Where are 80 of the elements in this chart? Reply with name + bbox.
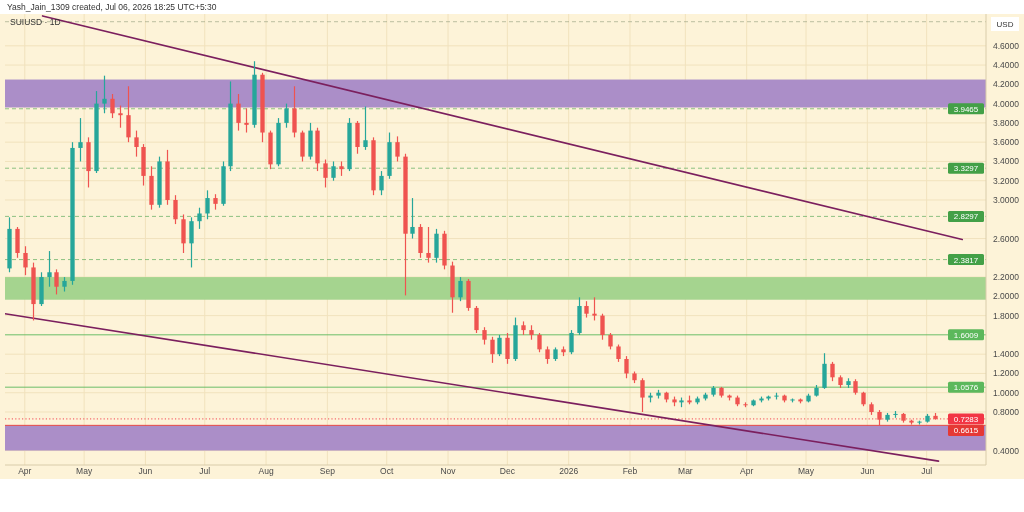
y-tick-label: 3.2000 — [993, 175, 1020, 186]
x-tick-label: Oct — [380, 465, 394, 476]
ref-line-label: 1.6009 — [953, 330, 979, 340]
ref-line-label: 1.0576 — [953, 383, 979, 393]
y-tick-label: 4.2000 — [993, 79, 1020, 90]
candlestick — [624, 355, 629, 379]
candlestick — [323, 158, 328, 189]
ref-line-label: 0.6615 — [953, 426, 979, 436]
candlestick — [102, 75, 107, 114]
candlestick — [830, 361, 835, 382]
y-tick-label: 4.6000 — [993, 40, 1020, 51]
candlestick — [569, 329, 574, 355]
candlestick — [505, 332, 510, 365]
x-tick-label: Apr — [740, 465, 754, 476]
candlestick — [118, 104, 123, 129]
candlestick — [490, 336, 495, 364]
x-tick-label: Mar — [678, 465, 693, 476]
y-tick-label: 1.8000 — [993, 310, 1020, 321]
ref-line-label: 3.3297 — [953, 164, 979, 174]
candlestick — [236, 93, 241, 132]
x-tick-label: Aug — [258, 465, 274, 476]
candlestick — [592, 296, 597, 322]
candlestick — [331, 160, 336, 182]
candlestick — [126, 85, 131, 143]
y-tick-label: 4.0000 — [993, 98, 1020, 109]
y-tick-label: 2.0000 — [993, 291, 1020, 302]
y-tick-label: 0.4000 — [993, 445, 1020, 456]
x-tick-label: Jul — [921, 465, 933, 476]
x-tick-label: Nov — [440, 465, 457, 476]
ref-line-label: 2.8297 — [953, 212, 979, 222]
x-tick-label: Jun — [138, 465, 153, 476]
candlestick — [474, 305, 479, 334]
ref-line-label: 0.7283 — [953, 414, 979, 424]
x-tick-label: Jun — [860, 465, 875, 476]
x-tick-label: Apr — [18, 465, 32, 476]
chart-title: SUIUSD · 1D — [10, 17, 61, 27]
y-tick-label: 3.8000 — [993, 117, 1020, 128]
text: Yash_Jain_1309 created, Jul 06, 2026 18:25 UTC+5:30 — [7, 2, 217, 12]
x-tick-label: 2026 — [559, 465, 579, 476]
ref-line-label: 3.9465 — [953, 104, 979, 114]
candlestick — [363, 105, 368, 151]
y-tick-label: 1.0000 — [993, 387, 1020, 398]
y-tick-label: 1.4000 — [993, 349, 1020, 360]
candlestick — [640, 377, 645, 413]
x-tick-label: May — [797, 465, 815, 476]
candlestick — [197, 207, 202, 230]
candlestick — [54, 268, 59, 296]
y-tick-label: 3.6000 — [993, 137, 1020, 148]
candlestick — [23, 245, 28, 276]
candlestick — [497, 334, 502, 357]
candlestick — [395, 135, 400, 163]
candlestick — [458, 276, 463, 302]
y-tick-label: 2.2000 — [993, 272, 1020, 283]
candlestick — [244, 107, 249, 134]
candlestick — [189, 216, 194, 269]
candlestick — [110, 93, 115, 119]
x-tick-label: May — [76, 465, 93, 476]
candlestick — [134, 130, 139, 158]
y-tick-label: 3.0000 — [993, 194, 1020, 205]
ref-line-label: 2.3817 — [953, 255, 979, 265]
candlestick — [78, 117, 83, 163]
y-tick-label: 0.8000 — [993, 407, 1020, 417]
candlestick — [173, 194, 178, 225]
candlestick — [537, 332, 542, 353]
x-tick-label: Sep — [319, 465, 336, 476]
x-tick-label: Feb — [622, 465, 638, 476]
y-tick-label: 1.2000 — [993, 368, 1020, 379]
candlestick — [284, 103, 289, 129]
candlestick — [410, 197, 415, 240]
candlestick — [379, 170, 384, 196]
candlestick — [47, 250, 52, 288]
candlestick — [426, 226, 431, 264]
y-tick-label: 2.6000 — [993, 233, 1020, 244]
y-tick-label: 4.4000 — [993, 60, 1020, 71]
x-tick-label: Jul — [199, 465, 211, 476]
x-tick-label: Dec — [499, 465, 516, 476]
candlestick — [600, 313, 605, 341]
candlestick — [205, 189, 210, 220]
y-axis-title: USD — [996, 20, 1014, 29]
y-tick-label: 3.4000 — [993, 156, 1020, 167]
